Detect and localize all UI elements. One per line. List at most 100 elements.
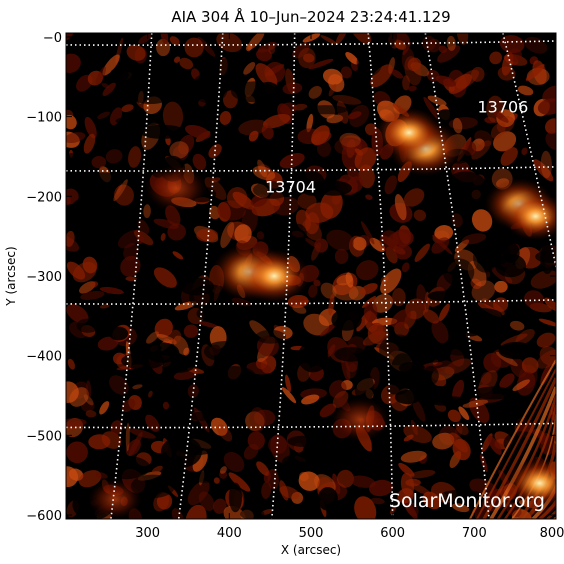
network-cell: [391, 309, 411, 328]
network-cell: [484, 117, 496, 124]
network-cell: [284, 374, 292, 393]
dark-gap: [417, 345, 451, 363]
network-cell: [356, 260, 379, 281]
x-tick-label: 700: [462, 526, 487, 541]
network-cell: [160, 233, 166, 241]
network-cell: [359, 283, 378, 295]
dark-gap: [427, 396, 470, 406]
x-tick-label: 800: [540, 526, 564, 541]
network-cell: [113, 179, 128, 202]
bright-feature: [238, 249, 311, 303]
active-region-labels: 13704 13706: [265, 98, 528, 197]
longitude-line: [110, 33, 153, 519]
solar-image: [66, 33, 556, 519]
network-cell: [545, 118, 556, 134]
dark-gap: [240, 508, 265, 519]
network-cell: [409, 469, 436, 479]
network-cell: [306, 113, 314, 133]
network-cell: [308, 86, 322, 99]
network-cell: [253, 409, 276, 426]
network-cell: [117, 230, 142, 249]
network-cell: [336, 469, 355, 488]
network-cell: [211, 177, 221, 183]
network-cell: [416, 284, 427, 310]
x-tick-label: 300: [135, 526, 160, 541]
network-cell: [510, 320, 525, 331]
network-cell: [219, 470, 228, 479]
network-cell: [198, 491, 215, 512]
network-cell: [172, 251, 184, 260]
network-cell: [446, 35, 456, 51]
network-cell: [78, 470, 102, 488]
network-cell: [298, 471, 320, 491]
network-cell: [217, 424, 233, 442]
network-cell: [314, 238, 329, 253]
network-cell: [451, 213, 463, 228]
network-cell: [352, 236, 367, 251]
network-cell: [169, 36, 180, 46]
dark-gap: [196, 307, 214, 320]
network-cell: [256, 231, 265, 240]
dark-gap: [485, 240, 511, 265]
network-cell: [89, 281, 99, 288]
network-cell: [454, 239, 470, 253]
network-cell: [67, 358, 76, 370]
network-cell: [388, 33, 410, 44]
network-cell: [126, 44, 146, 61]
network-cell: [197, 36, 216, 57]
network-cell: [329, 380, 347, 399]
network-cell: [500, 333, 528, 346]
network-cell: [332, 94, 362, 105]
longitude-line: [177, 33, 224, 519]
dark-gap: [66, 92, 91, 102]
network-cell: [407, 57, 421, 72]
network-cell: [345, 52, 359, 65]
network-cell: [452, 379, 465, 401]
network-cell: [212, 498, 227, 514]
dark-gap: [82, 172, 124, 189]
dark-gap: [127, 83, 174, 104]
network-cell: [261, 481, 272, 499]
coordinate-grid: [66, 33, 556, 519]
network-cell: [255, 63, 278, 88]
network-cell: [160, 33, 169, 45]
longitude-line: [367, 33, 394, 519]
network-cell: [97, 336, 119, 351]
limb-streak: [496, 395, 556, 519]
network-cell: [340, 66, 353, 79]
limb-streak: [489, 386, 556, 519]
dark-gap: [386, 384, 408, 395]
network-cell: [481, 298, 505, 316]
network-cell: [489, 51, 503, 65]
network-cell: [401, 262, 410, 273]
dark-gap: [162, 356, 195, 373]
network-cell: [320, 190, 343, 219]
network-cell: [540, 364, 551, 386]
network-cell: [243, 62, 256, 75]
network-cell: [123, 243, 139, 261]
network-cell: [471, 209, 493, 232]
bright-feature: [504, 457, 556, 510]
network-cell: [471, 140, 492, 160]
network-cell: [335, 33, 347, 45]
network-cell: [435, 75, 456, 87]
bright-feature: [88, 478, 142, 519]
network-cell: [109, 375, 129, 395]
network-cell: [86, 380, 92, 398]
network-cell: [151, 465, 163, 474]
network-cell: [105, 149, 123, 164]
network-cell: [303, 313, 330, 336]
network-cell: [423, 96, 440, 120]
network-cell: [468, 397, 490, 423]
network-cell: [116, 182, 123, 195]
network-cell: [490, 122, 506, 139]
network-cell: [413, 209, 427, 221]
network-cell: [257, 42, 278, 53]
network-cell: [99, 401, 110, 415]
network-cell: [521, 147, 528, 155]
network-cell: [299, 471, 309, 482]
network-cell: [431, 237, 450, 254]
network-cell: [137, 236, 145, 244]
network-cell: [487, 435, 502, 455]
